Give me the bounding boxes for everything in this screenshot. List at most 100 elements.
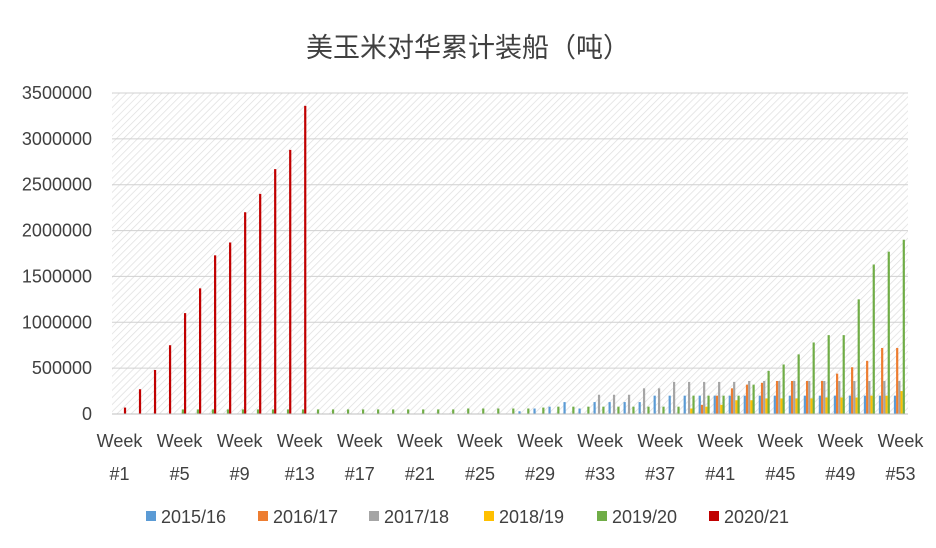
bar-2018-19-week45 bbox=[780, 398, 783, 414]
x-tick-label-number: #21 bbox=[405, 464, 435, 484]
bar-2019-20-week38 bbox=[677, 406, 680, 414]
legend-swatch bbox=[146, 511, 156, 521]
bar-2019-20-week19 bbox=[392, 409, 395, 414]
x-tick-label-week: Week bbox=[337, 431, 384, 451]
x-tick-label-week: Week bbox=[157, 431, 204, 451]
x-tick-label-number: #29 bbox=[525, 464, 555, 484]
bar-2016-17-week42 bbox=[730, 388, 734, 414]
bar-2015-16-week31 bbox=[563, 402, 566, 414]
bar-2019-20-week9 bbox=[241, 409, 245, 414]
bar-2019-20-week50 bbox=[857, 299, 860, 414]
bar-2017-18-week44 bbox=[763, 380, 766, 414]
bar-2019-20-week48 bbox=[827, 335, 830, 414]
bar-2020-21-week5 bbox=[183, 313, 187, 414]
bar-2019-20-week22 bbox=[437, 409, 440, 414]
bar-2015-16-week53 bbox=[893, 395, 897, 414]
bar-2016-17-week46 bbox=[790, 380, 794, 414]
bar-2020-21-week7 bbox=[214, 255, 217, 414]
bar-2017-18-week51 bbox=[868, 380, 871, 414]
bar-2020-21-week13 bbox=[304, 105, 307, 414]
bar-2018-19-week50 bbox=[855, 397, 858, 414]
y-tick-label: 2000000 bbox=[22, 221, 92, 241]
legend-swatch bbox=[597, 511, 607, 521]
bar-2015-16-week38 bbox=[668, 395, 671, 414]
bar-2017-18-week47 bbox=[808, 380, 811, 414]
bar-2017-18-week48 bbox=[823, 380, 826, 414]
bar-2019-20-week37 bbox=[662, 406, 665, 414]
bar-2015-16-week28 bbox=[518, 411, 521, 414]
x-tick-label-week: Week bbox=[97, 431, 144, 451]
y-tick-label: 0 bbox=[82, 404, 92, 424]
bar-2015-16-week29 bbox=[533, 408, 536, 414]
bar-2015-16-week44 bbox=[758, 395, 761, 414]
bar-2015-16-week46 bbox=[788, 395, 791, 414]
bar-2016-17-week45 bbox=[775, 380, 779, 414]
bar-2015-16-week45 bbox=[773, 395, 776, 414]
bar-2019-20-week10 bbox=[256, 409, 260, 414]
bar-2019-20-week36 bbox=[647, 406, 650, 414]
bar-2017-18-week38 bbox=[673, 381, 676, 414]
bar-2018-19-week51 bbox=[870, 395, 873, 414]
bar-2019-20-week21 bbox=[422, 409, 425, 414]
bar-2019-20-week42 bbox=[737, 395, 740, 414]
legend-label: 2020/21 bbox=[724, 507, 789, 527]
bar-2017-18-week46 bbox=[793, 380, 796, 414]
bar-2019-20-week15 bbox=[331, 409, 335, 414]
x-tick-label-week: Week bbox=[757, 431, 804, 451]
bar-2015-16-week52 bbox=[878, 395, 882, 414]
x-tick-label-week: Week bbox=[517, 431, 564, 451]
bar-2017-18-week53 bbox=[898, 380, 901, 414]
bar-2017-18-week49 bbox=[838, 380, 841, 414]
x-tick-label-week: Week bbox=[818, 431, 865, 451]
plot-background bbox=[112, 93, 908, 414]
bar-2018-19-week39 bbox=[690, 408, 693, 414]
x-tick-label-number: #45 bbox=[765, 464, 795, 484]
x-tick-label-number: #17 bbox=[345, 464, 375, 484]
bar-2016-17-week43 bbox=[745, 384, 749, 414]
x-tick-label-week: Week bbox=[397, 431, 444, 451]
bar-2019-20-week28 bbox=[527, 408, 530, 414]
x-tick-label-number: #25 bbox=[465, 464, 495, 484]
y-tick-label: 3000000 bbox=[22, 129, 92, 149]
bar-2019-20-week30 bbox=[557, 406, 560, 414]
bar-2018-19-week41 bbox=[720, 404, 723, 414]
bar-2017-18-week41 bbox=[718, 381, 721, 414]
bar-2018-19-week46 bbox=[795, 398, 798, 414]
bar-2015-16-week37 bbox=[653, 395, 656, 414]
x-tick-label-week: Week bbox=[637, 431, 684, 451]
bar-2019-20-week40 bbox=[707, 395, 710, 414]
x-tick-label-number: #53 bbox=[885, 464, 915, 484]
x-tick-label-week: Week bbox=[878, 431, 925, 451]
bar-2017-18-week52 bbox=[883, 380, 886, 414]
bar-2019-20-week18 bbox=[377, 409, 380, 414]
bar-2015-16-week35 bbox=[623, 402, 626, 414]
bar-2018-19-week48 bbox=[825, 397, 828, 414]
bar-2019-20-week43 bbox=[752, 384, 755, 414]
bar-2017-18-week40 bbox=[703, 381, 706, 414]
x-tick-label-number: #1 bbox=[109, 464, 129, 484]
legend-swatch bbox=[484, 511, 494, 521]
bar-2015-16-week50 bbox=[848, 395, 852, 414]
bar-2015-16-week48 bbox=[818, 395, 821, 414]
legend-swatch bbox=[369, 511, 379, 521]
bar-2015-16-week34 bbox=[608, 402, 611, 414]
bar-2015-16-week36 bbox=[638, 402, 641, 414]
bar-2015-16-week42 bbox=[728, 395, 731, 414]
bar-2016-17-week48 bbox=[820, 380, 824, 414]
bar-2017-18-week36 bbox=[642, 388, 646, 414]
bar-2019-20-week44 bbox=[767, 370, 770, 414]
bar-2019-20-week14 bbox=[316, 409, 320, 414]
bar-2020-21-week9 bbox=[244, 212, 247, 414]
bar-2019-20-week17 bbox=[362, 409, 365, 414]
y-tick-label: 1500000 bbox=[22, 266, 92, 286]
x-tick-label-number: #9 bbox=[230, 464, 250, 484]
bar-2016-17-week53 bbox=[896, 347, 899, 414]
bar-2019-20-week5 bbox=[181, 409, 184, 414]
bar-2020-21-week11 bbox=[274, 169, 277, 414]
x-tick-label-number: #13 bbox=[285, 464, 315, 484]
bar-2019-20-week7 bbox=[211, 409, 215, 414]
bar-2019-20-week51 bbox=[872, 264, 875, 414]
x-tick-label-week: Week bbox=[277, 431, 324, 451]
bar-2019-20-week6 bbox=[196, 409, 200, 414]
bar-2019-20-week32 bbox=[587, 406, 590, 414]
